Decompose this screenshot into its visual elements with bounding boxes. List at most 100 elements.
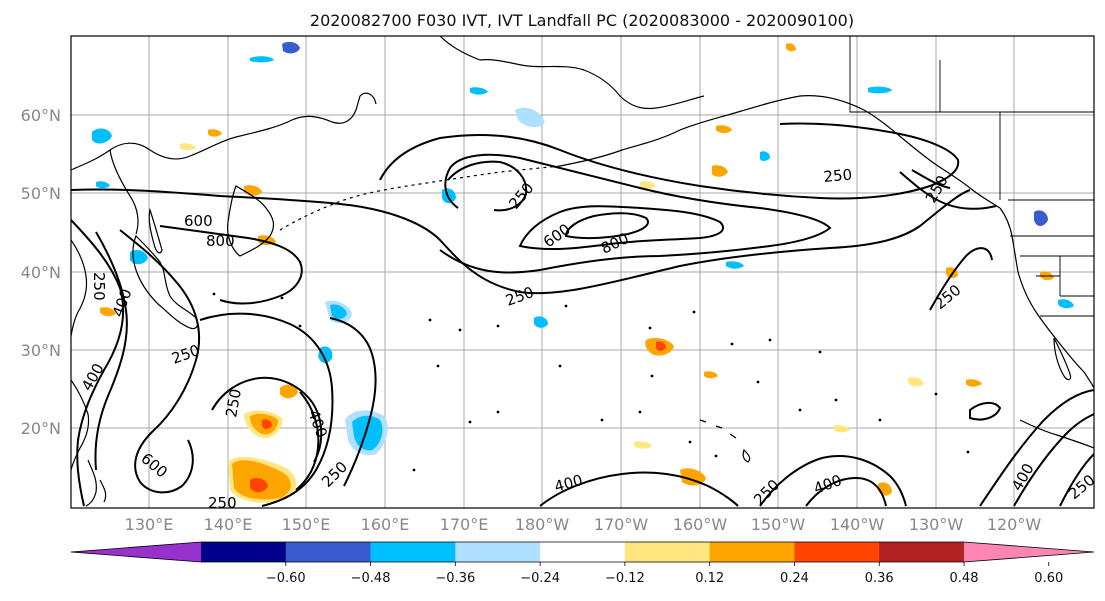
island-dot bbox=[496, 410, 500, 414]
coastline-hawaii bbox=[699, 419, 751, 463]
island-dot bbox=[834, 398, 838, 402]
colorbar-cell bbox=[879, 542, 965, 562]
lon-tick-label: 160°W bbox=[673, 515, 728, 534]
pc-region-positive bbox=[680, 468, 706, 486]
lon-tick-label: 140°E bbox=[204, 515, 253, 534]
pc-region-negative bbox=[96, 181, 110, 189]
colorbar-cell bbox=[709, 542, 795, 562]
island-dot bbox=[756, 380, 760, 384]
pc-region-positive bbox=[180, 143, 196, 151]
colorbar-tick-label: −0.48 bbox=[351, 571, 391, 586]
coastline-mexico bbox=[1019, 419, 1094, 449]
island-dot bbox=[298, 324, 302, 328]
pc-region-positive bbox=[712, 165, 728, 177]
coastline-bering bbox=[439, 36, 481, 61]
ivt-contour-250 bbox=[759, 455, 907, 507]
lat-tick-label: 60°N bbox=[21, 106, 61, 125]
island-dot bbox=[558, 364, 562, 368]
ivt-contour-400 bbox=[94, 231, 128, 471]
graticule bbox=[71, 36, 1094, 508]
ivt-contour-400 bbox=[911, 169, 951, 189]
lat-tick-label: 30°N bbox=[21, 341, 61, 360]
coastline-alaska-west bbox=[479, 59, 705, 110]
colorbar-tick-label: −0.12 bbox=[605, 571, 645, 586]
colorbar-tick-label: 0.12 bbox=[695, 571, 724, 586]
colorbar-cell bbox=[540, 542, 626, 562]
coastline-asia bbox=[71, 92, 377, 171]
ivt-contour-250 bbox=[211, 376, 323, 463]
longitude-labels: 130°E 140°E 150°E 160°E 170°E 180°W 170°… bbox=[125, 515, 1042, 534]
island-dot bbox=[468, 420, 472, 424]
colorbar-cell bbox=[201, 542, 287, 562]
coastlines bbox=[71, 36, 1094, 507]
ivt-contour-250 bbox=[979, 389, 1094, 507]
lon-tick-label: 130°W bbox=[909, 515, 964, 534]
contour-label: 600 bbox=[184, 212, 213, 230]
map-title: 2020082700 F030 IVT, IVT Landfall PC (20… bbox=[310, 11, 854, 30]
lon-tick-label: 150°W bbox=[751, 515, 806, 534]
pc-region-positive bbox=[834, 425, 850, 433]
island-dot bbox=[714, 454, 718, 458]
colorbar-tick-label: −0.60 bbox=[266, 571, 306, 586]
island-dot bbox=[638, 410, 642, 414]
coastline-baja bbox=[1053, 337, 1072, 381]
colorbar-tick-label: 0.48 bbox=[950, 571, 979, 586]
coastline-korea-china bbox=[71, 239, 90, 471]
colorbar-extend-max bbox=[964, 542, 1094, 562]
lon-tick-label: 170°E bbox=[440, 515, 489, 534]
lon-tick-label: 180°W bbox=[515, 515, 570, 534]
colorbar-cell bbox=[285, 542, 372, 562]
map-frame bbox=[70, 35, 1095, 509]
pc-region-positive bbox=[262, 419, 272, 429]
island-dot bbox=[564, 304, 568, 308]
pc-region-positive bbox=[640, 181, 656, 189]
lon-tick-label: 130°E bbox=[125, 515, 174, 534]
island-dot bbox=[436, 364, 440, 368]
pc-region-negative bbox=[1058, 299, 1074, 309]
pc-region-positive bbox=[966, 379, 982, 387]
island-dot bbox=[212, 292, 216, 296]
island-dot bbox=[600, 418, 604, 422]
latitude-labels: 60°N 50°N 40°N 30°N 20°N bbox=[21, 106, 61, 438]
contour-label: 250 bbox=[222, 387, 245, 418]
ivt-contour-800 bbox=[564, 212, 649, 240]
pc-region-positive bbox=[280, 384, 298, 399]
pc-region-positive bbox=[250, 478, 268, 493]
political-borders bbox=[849, 36, 1094, 317]
island-dot bbox=[730, 342, 734, 346]
ivt-contour-600 bbox=[518, 205, 725, 251]
ivt-contour-250 bbox=[329, 317, 377, 487]
island-dot bbox=[768, 338, 772, 342]
island-dot bbox=[818, 350, 822, 354]
colorbar-cells bbox=[70, 541, 1095, 563]
border-states bbox=[1010, 235, 1094, 297]
colorbar-cell bbox=[794, 542, 880, 562]
pc-region-positive bbox=[100, 307, 116, 317]
island-dot bbox=[650, 374, 654, 378]
island-dot bbox=[412, 468, 416, 472]
ivt-contours bbox=[71, 122, 1094, 507]
island-dot bbox=[280, 296, 284, 300]
ivt-contour-250 bbox=[447, 160, 528, 212]
coastline-alaska bbox=[559, 95, 1001, 209]
coastline-aleutians bbox=[279, 165, 561, 231]
pc-region-negative bbox=[282, 41, 300, 54]
contour-label: 250 bbox=[90, 272, 108, 301]
colorbar-tick-label: −0.36 bbox=[435, 571, 475, 586]
border-canada-alaska bbox=[849, 36, 1094, 113]
ivt-contour-400 bbox=[295, 391, 320, 491]
pc-region-positive bbox=[908, 377, 924, 387]
pc-region-negative bbox=[726, 261, 744, 269]
ivt-contour-250 bbox=[899, 171, 997, 210]
ivt-contour-600 bbox=[119, 229, 201, 494]
island-dot bbox=[458, 328, 462, 332]
lat-tick-label: 40°N bbox=[21, 263, 61, 282]
island-dot bbox=[934, 392, 938, 396]
island-dot bbox=[496, 324, 500, 328]
pc-region-positive bbox=[704, 371, 718, 379]
contour-label: 800 bbox=[206, 232, 235, 250]
ivt-contour-400 bbox=[539, 471, 739, 507]
pc-region-negative bbox=[515, 107, 545, 128]
colorbar-ticks: −0.60 −0.48 −0.36 −0.24 −0.12 0.12 0.24 0.36 0.4… bbox=[266, 562, 1063, 586]
pc-region-negative bbox=[470, 87, 488, 95]
